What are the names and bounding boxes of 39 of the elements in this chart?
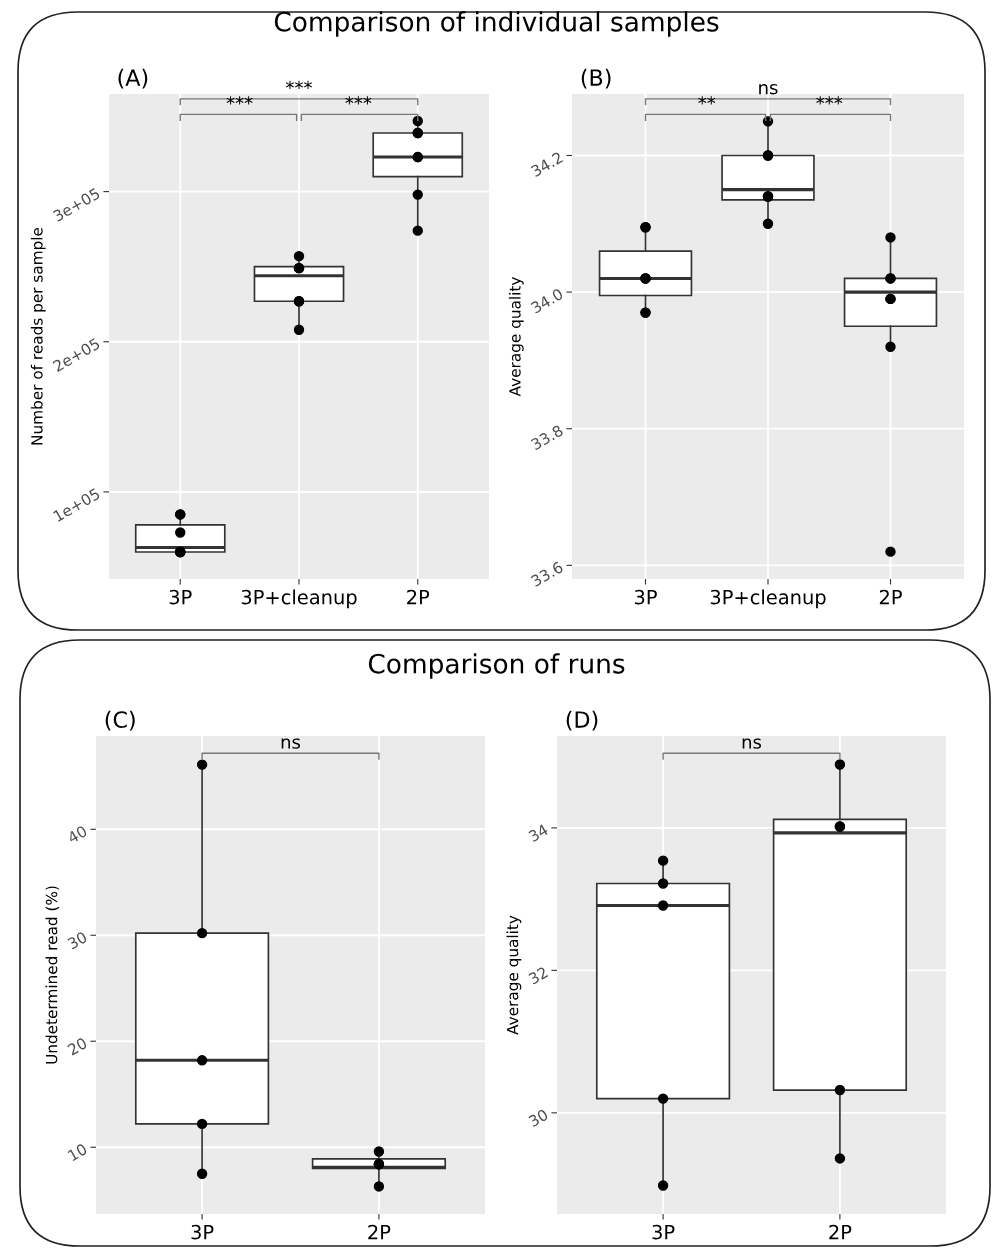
y-tick-label: 20 xyxy=(66,1036,88,1056)
annotation: *** xyxy=(816,96,843,105)
y-axis-title: Average quality xyxy=(508,277,524,397)
y-tick-label: 34.2 xyxy=(530,151,564,178)
chart-title: (A) xyxy=(118,68,148,89)
y-tick-label: 34 xyxy=(527,823,549,843)
y-tick-label: 33.6 xyxy=(530,561,564,587)
y-axis-title: Undetermined read (%) xyxy=(45,886,60,1064)
x-tick-label: 3P xyxy=(634,589,657,605)
chart-subtitle: Comparison of individual samples xyxy=(274,11,719,37)
chart-subtitle: Comparison of runs xyxy=(368,653,625,679)
x-tick-label: 3P xyxy=(652,1224,675,1240)
x-tick-label: 2P xyxy=(368,1224,391,1240)
x-tick-label: 3P+cleanup xyxy=(241,589,357,609)
y-tick-label: 32 xyxy=(527,966,549,985)
x-tick-label: 3P xyxy=(191,1224,214,1240)
text: *** xyxy=(286,80,312,89)
y-axis-title: Average quality xyxy=(506,915,522,1035)
annotation: ns xyxy=(742,738,762,749)
x-tick-label: 3P+cleanup xyxy=(710,589,826,609)
x-tick-label: 2P xyxy=(829,1224,852,1240)
x-tick-label: 3P xyxy=(169,589,192,605)
chart-title: (B) xyxy=(581,68,611,89)
y-tick-label: 34.0 xyxy=(530,287,564,314)
y-tick-label: 30 xyxy=(66,930,88,950)
y-axis-title: Number of reads per sample xyxy=(30,227,46,445)
annotation: ns xyxy=(281,738,301,749)
annotation: *** xyxy=(226,96,253,105)
y-tick-label: 10 xyxy=(67,1142,88,1162)
chart-title: (C) xyxy=(105,710,135,731)
x-tick-label: 2P xyxy=(879,589,902,605)
y-tick-label: 33.8 xyxy=(530,424,564,451)
annotation: ns xyxy=(759,84,778,95)
y-tick-label: 40 xyxy=(66,824,88,844)
x-tick-label: 2P xyxy=(407,589,430,605)
y-tick-label: 30 xyxy=(527,1108,549,1128)
annotation: *** xyxy=(345,96,372,105)
annotation: ** xyxy=(698,96,716,105)
chart-title: (D) xyxy=(566,710,598,731)
